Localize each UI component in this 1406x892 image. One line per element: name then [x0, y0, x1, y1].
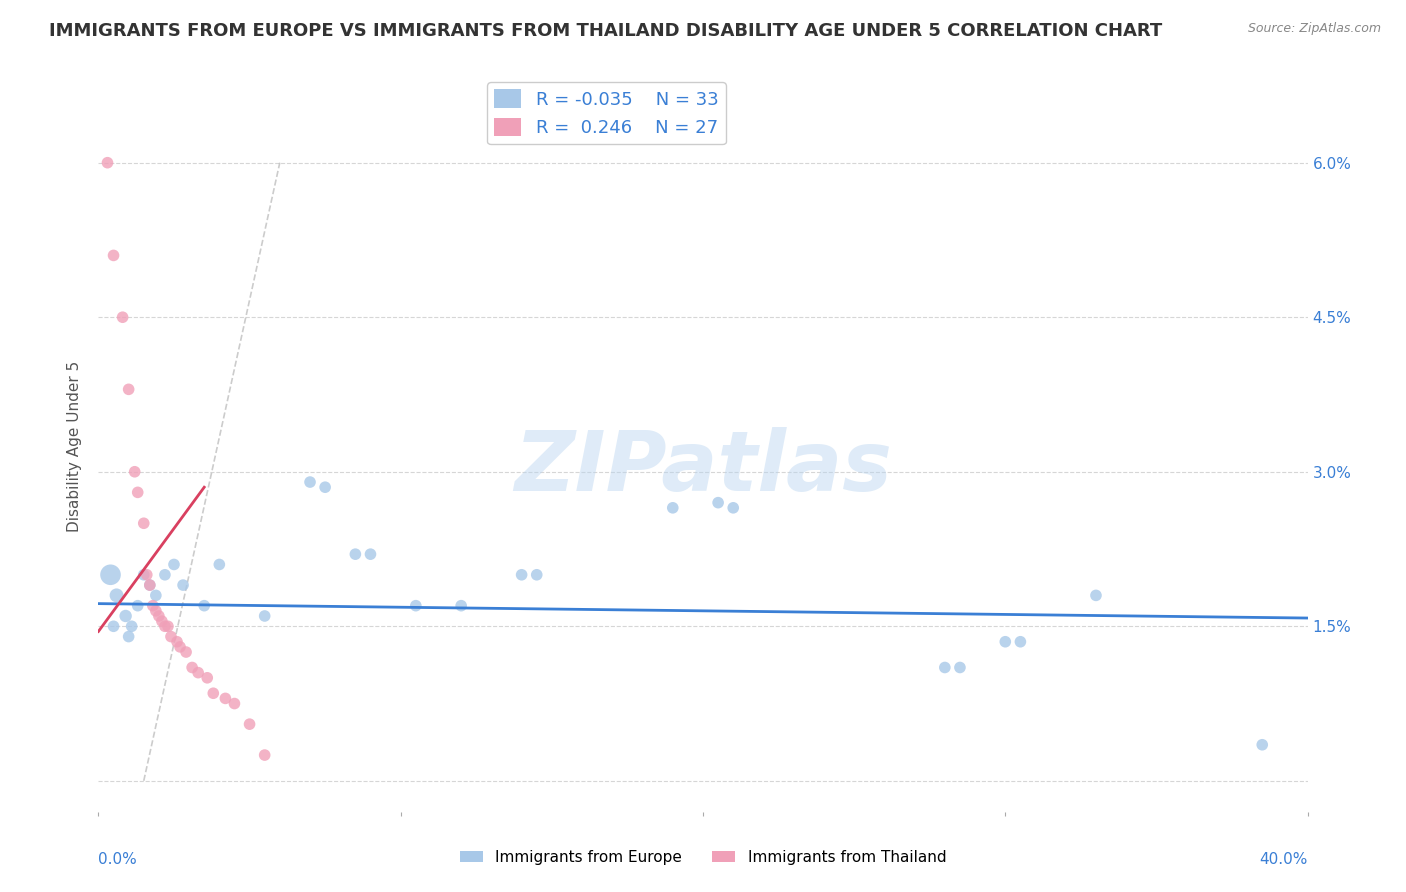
Point — [405, 599, 427, 613]
Point — [132, 516, 155, 531]
Point — [187, 665, 209, 680]
Point — [145, 588, 167, 602]
Point — [661, 500, 683, 515]
Point — [169, 640, 191, 654]
Point — [193, 599, 215, 613]
Point — [127, 599, 149, 613]
Point — [139, 578, 162, 592]
Point — [121, 619, 143, 633]
Point — [111, 310, 134, 325]
Point — [114, 609, 136, 624]
Point — [148, 609, 170, 624]
Y-axis label: Disability Age Under 5: Disability Age Under 5 — [67, 360, 83, 532]
Legend: R = -0.035    N = 33, R =  0.246    N = 27: R = -0.035 N = 33, R = 0.246 N = 27 — [486, 82, 725, 145]
Point — [253, 747, 276, 762]
Point — [135, 567, 157, 582]
Point — [160, 630, 183, 644]
Point — [174, 645, 197, 659]
Point — [202, 686, 225, 700]
Text: Source: ZipAtlas.com: Source: ZipAtlas.com — [1247, 22, 1381, 36]
Legend: Immigrants from Europe, Immigrants from Thailand: Immigrants from Europe, Immigrants from … — [454, 844, 952, 871]
Text: ZIPatlas: ZIPatlas — [515, 427, 891, 508]
Point — [96, 155, 118, 169]
Point — [127, 485, 149, 500]
Point — [707, 496, 730, 510]
Point — [526, 567, 548, 582]
Point — [314, 480, 336, 494]
Point — [124, 465, 146, 479]
Point — [166, 634, 188, 648]
Point — [723, 500, 745, 515]
Point — [139, 578, 162, 592]
Point — [153, 567, 176, 582]
Point — [253, 609, 276, 624]
Point — [100, 567, 122, 582]
Point — [344, 547, 367, 561]
Point — [195, 671, 218, 685]
Text: 40.0%: 40.0% — [1260, 852, 1308, 867]
Point — [105, 588, 128, 602]
Point — [994, 634, 1017, 648]
Point — [1010, 634, 1032, 648]
Point — [103, 619, 125, 633]
Point — [1251, 738, 1274, 752]
Text: 0.0%: 0.0% — [98, 852, 138, 867]
Point — [181, 660, 204, 674]
Point — [224, 697, 246, 711]
Point — [934, 660, 956, 674]
Point — [299, 475, 322, 489]
Point — [172, 578, 194, 592]
Point — [150, 614, 173, 628]
Point — [949, 660, 972, 674]
Point — [450, 599, 472, 613]
Text: IMMIGRANTS FROM EUROPE VS IMMIGRANTS FROM THAILAND DISABILITY AGE UNDER 5 CORREL: IMMIGRANTS FROM EUROPE VS IMMIGRANTS FRO… — [49, 22, 1163, 40]
Point — [214, 691, 236, 706]
Point — [118, 630, 141, 644]
Point — [118, 382, 141, 396]
Point — [153, 619, 176, 633]
Point — [360, 547, 382, 561]
Point — [145, 604, 167, 618]
Point — [208, 558, 231, 572]
Point — [510, 567, 533, 582]
Point — [156, 619, 179, 633]
Point — [1085, 588, 1108, 602]
Point — [132, 567, 155, 582]
Point — [103, 248, 125, 262]
Point — [239, 717, 262, 731]
Point — [163, 558, 186, 572]
Point — [142, 599, 165, 613]
